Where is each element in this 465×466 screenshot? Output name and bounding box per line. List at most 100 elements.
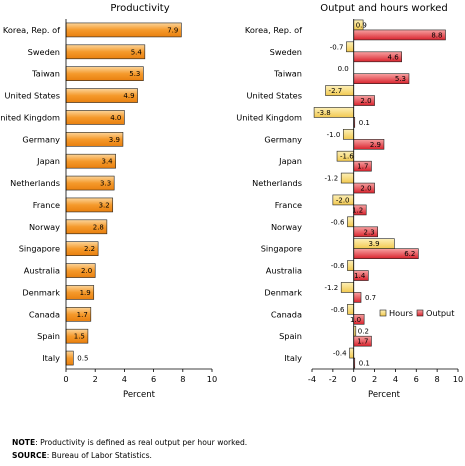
data-label-hours: -0.6 [331,306,345,314]
category-label: Denmark [264,287,302,297]
data-label: 3.3 [100,180,111,188]
x-tick-label: -4 [308,374,316,384]
data-label-hours: 0.0 [338,65,349,73]
source-text: : Bureau of Labor Statistics. [46,451,152,460]
category-label: France [275,200,302,210]
bar-hours [347,260,355,271]
x-tick-label: 0 [351,374,356,384]
x-tick-label: 4 [393,374,398,384]
bar-hours [340,172,355,184]
data-label-output: 1.7 [357,163,368,171]
legend-swatch-output [416,309,424,317]
x-tick-label: 0 [63,374,68,384]
data-label: 2.0 [81,267,92,275]
data-label-output: 0.7 [365,294,376,302]
category-label: Germany [22,134,60,144]
data-label-hours: 0.2 [358,328,369,336]
source-label: SOURCE [12,451,47,460]
data-label: 4.9 [123,92,134,100]
category-label: Spain [279,331,302,341]
x-axis-title: Percent [368,390,401,400]
category-label: Sweden [270,47,302,57]
data-label-hours: -1.2 [325,175,339,183]
data-label-output: 0.1 [359,119,370,127]
productivity-title: Productivity [110,3,169,14]
data-label-hours: -0.4 [333,350,347,358]
data-label-hours: -0.7 [330,43,344,51]
x-tick-label: 2 [372,374,377,384]
data-label: 0.5 [77,355,88,363]
category-label: Korea, Rep. of [245,25,303,35]
category-label: United Kingdom [236,112,302,122]
footnote-source: SOURCE: Bureau of Labor Statistics. [12,451,152,461]
category-label: Italy [284,353,302,363]
category-label: Australia [24,266,60,276]
x-tick-label: -2 [329,374,337,384]
category-label: United Kingdom [0,112,60,122]
category-label: Singapore [19,244,60,254]
data-label-hours: 0.9 [356,21,367,29]
footnote-note: NOTE: Productivity is defined as real ou… [12,438,247,448]
data-label: 1.5 [74,333,85,341]
data-label-output: 2.9 [370,141,381,149]
productivity-chart: Productivity Korea, Rep. of 7.9 Sweden 5.4 Ta… [0,3,217,400]
category-label: Norway [29,222,60,232]
bar-hours [342,129,355,140]
category-label: Japan [36,156,60,166]
x-tick-label: 6 [414,374,419,384]
bar-hours [347,216,355,228]
category-label: Japan [278,156,302,166]
data-label-output: 2.0 [360,97,371,105]
bar-output [353,292,362,303]
bar-hours [347,304,355,315]
bar-hours [340,282,355,293]
data-label-output: 1.0 [350,316,361,324]
data-label-output: 1.4 [354,272,366,280]
x-tick-label: 4 [122,374,127,384]
category-label: Singapore [261,244,302,254]
note-label: NOTE [12,438,36,447]
data-label-output: 6.2 [404,250,415,258]
data-label-hours: 3.9 [368,240,379,248]
category-label: Korea, Rep. of [3,25,61,35]
data-label: 3.9 [109,136,120,144]
data-label-output: 5.3 [395,75,406,83]
x-tick-label: 8 [435,374,440,384]
x-tick-label: 2 [93,374,98,384]
data-label: 2.2 [84,245,95,253]
output-hours-title: Output and hours worked [320,3,448,14]
data-label-output: 4.6 [388,53,400,61]
data-label-hours: -1.6 [340,153,354,161]
x-tick-label: 10 [207,374,217,384]
legend-swatch-hours [379,309,387,317]
category-label: Spain [37,331,60,341]
category-label: United States [5,91,60,101]
x-axis-title: Percent [123,390,156,400]
data-label-output: 8.8 [431,31,442,39]
bar-productivity [65,350,74,366]
category-label: Taiwan [31,69,60,79]
category-label: Canada [271,309,302,319]
data-label-output: 1.7 [357,338,368,346]
category-label: Italy [42,353,60,363]
data-label-hours: -2.0 [336,196,350,204]
data-label-hours: -0.6 [331,218,345,226]
data-label-hours: -1.2 [325,284,339,292]
category-label: Germany [264,134,302,144]
note-text: : Productivity is defined as real output… [35,438,248,447]
data-label-hours: -3.8 [317,109,331,117]
category-label: France [33,200,60,210]
data-label-output: 2.3 [364,228,375,236]
data-label-hours: -1.0 [327,131,341,139]
output-hours-chart: Output and hours worked Korea, Rep. of 0.9… [236,3,463,400]
x-tick-label: 8 [180,374,185,384]
data-label: 3.2 [99,201,110,209]
data-label-hours: -0.6 [331,262,345,270]
category-label: Netherlands [252,178,302,188]
bar-productivity [65,22,182,38]
data-label: 3.4 [101,158,113,166]
bar-hours [349,347,355,359]
category-label: United States [247,91,302,101]
data-label-hours: -2.7 [329,87,343,95]
data-label: 5.4 [131,48,143,56]
